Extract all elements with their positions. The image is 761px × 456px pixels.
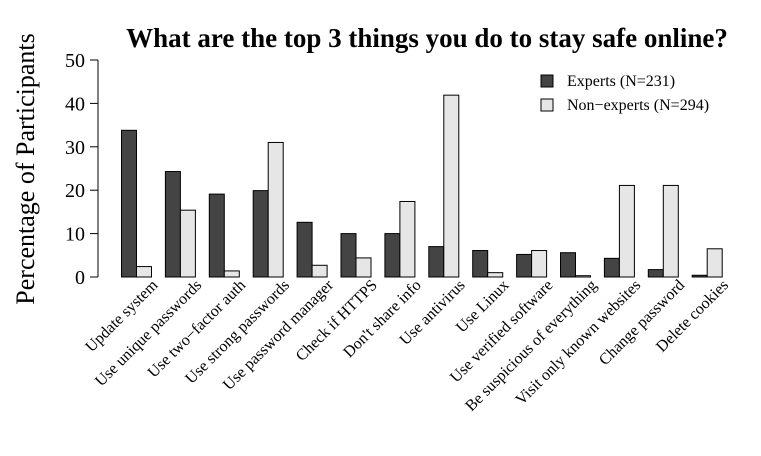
x-tick-label: Don't share info bbox=[340, 277, 424, 361]
y-tick-label: 0 bbox=[75, 267, 85, 289]
bars bbox=[121, 94, 723, 278]
y-tick-label: 20 bbox=[65, 180, 85, 202]
bar-non-experts bbox=[136, 266, 152, 278]
bar-experts bbox=[296, 221, 313, 278]
chart-title: What are the top 3 things you do to stay… bbox=[126, 23, 728, 53]
y-axis-label: Percentage of Participants bbox=[11, 33, 40, 304]
bar-experts bbox=[121, 129, 137, 278]
bar-experts bbox=[603, 257, 620, 278]
bar-experts bbox=[647, 269, 664, 278]
bar-experts bbox=[472, 250, 489, 278]
y-tick-label: 40 bbox=[65, 93, 85, 115]
bar-experts bbox=[164, 171, 181, 278]
bar-non-experts bbox=[179, 209, 196, 278]
y-tick-label: 10 bbox=[65, 224, 85, 246]
bar-non-experts bbox=[487, 272, 504, 278]
bar-experts bbox=[428, 246, 445, 278]
bar-non-experts bbox=[618, 184, 635, 278]
legend: Experts (N=231) Non−experts (N=294) bbox=[540, 73, 709, 114]
bar-non-experts bbox=[223, 270, 240, 278]
legend-label-non-experts: Non−experts (N=294) bbox=[567, 97, 709, 114]
bar-experts bbox=[384, 233, 401, 278]
y-tick-label: 50 bbox=[65, 50, 85, 72]
bar-non-experts bbox=[575, 275, 591, 278]
bar-non-experts bbox=[267, 141, 284, 278]
y-tick-label: 30 bbox=[65, 137, 85, 159]
bar-non-experts bbox=[355, 257, 372, 278]
bar-experts bbox=[208, 193, 225, 278]
legend-swatch-experts bbox=[540, 74, 554, 88]
bar-non-experts bbox=[443, 94, 460, 278]
bar-experts bbox=[516, 253, 533, 278]
legend-label-experts: Experts (N=231) bbox=[567, 73, 675, 90]
legend-swatch-non-experts bbox=[540, 98, 554, 112]
axes: 0 10 20 30 40 50 bbox=[65, 50, 99, 289]
bar-non-experts bbox=[706, 248, 723, 278]
bar-non-experts bbox=[311, 264, 328, 278]
bar-experts bbox=[691, 274, 708, 278]
bar-experts bbox=[560, 252, 576, 278]
bar-non-experts bbox=[662, 184, 679, 278]
bar-non-experts bbox=[531, 250, 548, 278]
bar-non-experts bbox=[399, 200, 416, 278]
bar-experts bbox=[252, 190, 269, 278]
bar-experts bbox=[340, 233, 357, 278]
